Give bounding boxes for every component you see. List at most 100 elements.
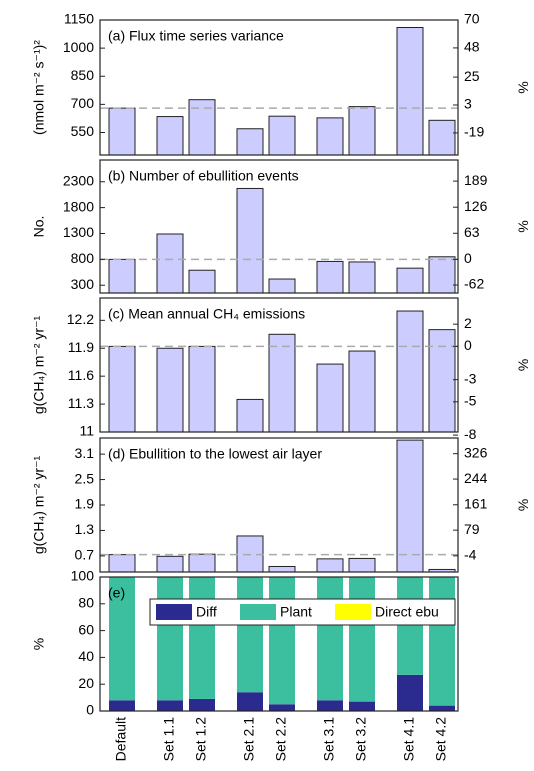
y-tick-label: 700	[71, 95, 95, 111]
bar	[396, 27, 424, 156]
x-tick-label: Set 3.1	[321, 717, 337, 762]
panel-title: (d) Ebullition to the lowest air layer	[108, 446, 322, 462]
y-axis-label: %	[31, 638, 47, 650]
x-tick-label: Set 2.1	[241, 717, 257, 762]
bar	[428, 256, 456, 294]
y2-tick-label: 25	[464, 68, 480, 84]
legend-label: Plant	[280, 604, 312, 620]
y-tick-label: 1000	[63, 39, 94, 55]
y-tick-label: 2.5	[75, 470, 95, 486]
bar	[428, 329, 456, 433]
y2-tick-label: -3	[464, 370, 477, 386]
legend-label: Direct ebu	[375, 604, 439, 620]
bar	[396, 439, 424, 573]
bar-segment	[109, 577, 135, 701]
x-tick-label: Set 4.1	[401, 717, 417, 762]
x-tick-label: Set 4.2	[433, 717, 449, 762]
y-axis-label: g(CH₄) m⁻² yr⁻¹	[31, 456, 47, 555]
bar-segment	[189, 698, 215, 711]
legend-swatch	[156, 604, 192, 620]
y-tick-label: 11.3	[68, 395, 94, 411]
bar	[268, 278, 296, 294]
y-tick-label: 20	[78, 675, 94, 691]
bar	[188, 553, 216, 573]
bar-segment	[189, 577, 215, 699]
legend-swatch	[335, 604, 371, 620]
bar	[348, 106, 376, 156]
y-tick-label: 11.9	[68, 339, 94, 355]
bar	[188, 345, 216, 433]
panel-title: (b) Number of ebullition events	[108, 168, 299, 184]
bar	[396, 310, 424, 433]
y-tick-label: 800	[71, 250, 95, 266]
legend-swatch	[240, 604, 276, 620]
bar	[348, 557, 376, 573]
panel-frame	[99, 159, 459, 294]
panel-frame	[99, 297, 459, 433]
y-tick-label: 0.7	[75, 547, 95, 563]
bar	[316, 558, 344, 573]
legend-label: Diff	[196, 604, 217, 620]
x-tick-label: Set 3.2	[353, 717, 369, 762]
x-tick-label: Set 2.2	[273, 717, 289, 762]
bar-segment	[397, 674, 423, 711]
bar-segment	[157, 700, 183, 711]
panel-frame	[99, 19, 459, 156]
y2-tick-label: 48	[464, 39, 480, 55]
bar	[316, 260, 344, 294]
y2-tick-label: 0	[464, 250, 472, 266]
panel-frame	[99, 576, 459, 712]
x-tick-label: Default	[113, 717, 129, 761]
panel-title: (a) Flux time series variance	[108, 28, 284, 44]
bar-segment	[317, 700, 343, 711]
bar	[236, 128, 264, 156]
y2-tick-label: 244	[464, 470, 488, 486]
y-tick-label: 80	[78, 595, 94, 611]
y-axis-label: No.	[31, 216, 47, 238]
y-tick-label: 1300	[63, 224, 94, 240]
y2-tick-label: -4	[464, 547, 477, 563]
x-tick-label: Set 1.2	[193, 717, 209, 762]
y2-tick-label: 0	[464, 337, 472, 353]
y-tick-label: 550	[71, 123, 95, 139]
bar	[396, 267, 424, 294]
bar	[428, 119, 456, 156]
bar	[316, 117, 344, 156]
y2-tick-label: 2	[464, 315, 472, 331]
panel-title: (c) Mean annual CH₄ emissions	[108, 306, 305, 322]
y2-tick-label: -62	[464, 276, 484, 292]
y-tick-label: 2300	[63, 172, 94, 188]
bar	[188, 99, 216, 156]
y2-tick-label: -8	[464, 426, 477, 442]
y2-tick-label: 126	[464, 198, 488, 214]
bar	[156, 347, 184, 433]
y-tick-label: 60	[78, 621, 94, 637]
bar-segment	[429, 705, 455, 711]
bar-segment	[269, 704, 295, 711]
bar	[348, 350, 376, 433]
bar-segment	[237, 692, 263, 711]
y-tick-label: 100	[71, 568, 95, 584]
y-tick-label: 1.9	[75, 496, 95, 512]
bar-segment	[397, 577, 423, 675]
bar	[156, 233, 184, 294]
y2-tick-label: 326	[464, 444, 488, 460]
legend-box	[149, 598, 456, 626]
y-tick-label: 1800	[63, 198, 94, 214]
bar	[268, 565, 296, 573]
y-tick-label: 3.1	[75, 445, 95, 461]
bar-segment	[269, 577, 295, 705]
y2-tick-label: 70	[464, 11, 480, 27]
y2-axis-label: %	[515, 220, 531, 232]
y2-tick-label: 63	[464, 224, 480, 240]
y-tick-label: 11	[79, 423, 94, 439]
bar-segment	[349, 577, 375, 702]
bar	[268, 115, 296, 156]
y-tick-label: 11.6	[68, 367, 94, 383]
bar	[348, 261, 376, 294]
y2-axis-label: %	[515, 499, 531, 511]
y-tick-label: 40	[78, 648, 94, 664]
bar	[188, 269, 216, 294]
bar	[108, 345, 136, 433]
